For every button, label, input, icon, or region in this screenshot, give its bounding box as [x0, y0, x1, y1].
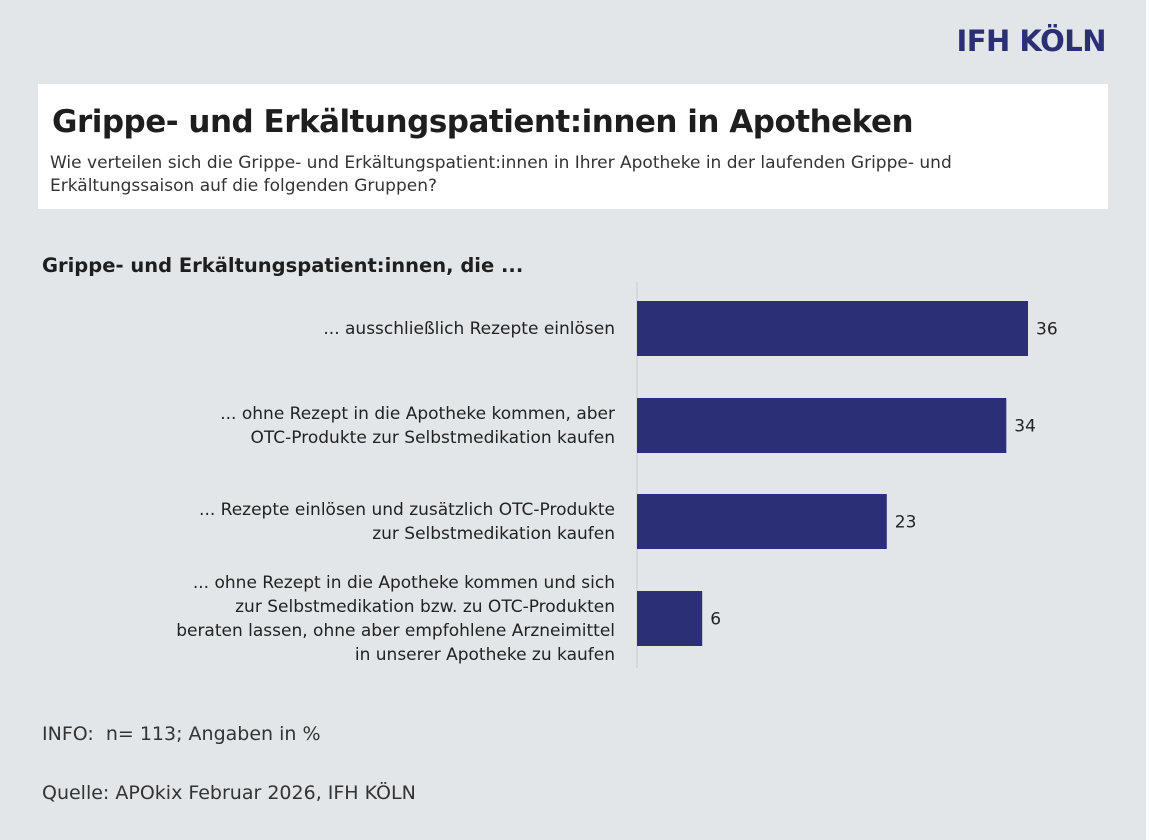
category-label-1: ... ausschließlich Rezepte einlösen [95, 317, 615, 341]
category-label-line: ... Rezepte einlösen und zusätzlich OTC-… [199, 499, 615, 520]
category-label-3: ... Rezepte einlösen und zusätzlich OTC-… [95, 498, 615, 546]
category-label-line: in unserer Apotheke zu kaufen [354, 644, 615, 665]
category-label-line: OTC-Produkte zur Selbstmedikation kaufen [250, 427, 615, 448]
category-label-line: zur Selbstmedikation kaufen [372, 523, 615, 544]
category-label-line: zur Selbstmedikation bzw. zu OTC-Produkt… [235, 596, 615, 617]
header-box: Grippe- und Erkältungspatient:innen in A… [38, 84, 1108, 209]
source-note: Quelle: APOkix Februar 2026, IFH KÖLN [42, 782, 416, 804]
value-label-4: 6 [710, 610, 721, 630]
value-label-3: 23 [895, 513, 917, 533]
chart-title: Grippe- und Erkältungspatient:innen in A… [52, 104, 914, 140]
category-label-line: ... ohne Rezept in die Apotheke kommen u… [192, 572, 615, 593]
chart-subtitle: Wie verteilen sich die Grippe- und Erkäl… [50, 153, 952, 196]
bar-4 [637, 591, 703, 646]
category-label-line: ... ausschließlich Rezepte einlösen [323, 318, 615, 339]
category-label-line: beraten lassen, ohne aber empfohlene Arz… [176, 620, 615, 641]
info-note: INFO: n= 113; Angaben in % [42, 723, 321, 745]
bar-2 [637, 398, 1007, 453]
brand-logo: IFH KÖLN [956, 24, 1106, 58]
category-label-4: ... ohne Rezept in die Apotheke kommen u… [95, 571, 615, 667]
category-label-line: ... ohne Rezept in die Apotheke kommen, … [220, 403, 615, 424]
category-label-2: ... ohne Rezept in die Apotheke kommen, … [95, 402, 615, 450]
value-label-1: 36 [1036, 320, 1058, 340]
value-label-2: 34 [1014, 417, 1036, 437]
group-label: Grippe- und Erkältungspatient:innen, die… [42, 254, 524, 277]
bar-3 [637, 494, 887, 549]
bar-1 [637, 301, 1028, 356]
